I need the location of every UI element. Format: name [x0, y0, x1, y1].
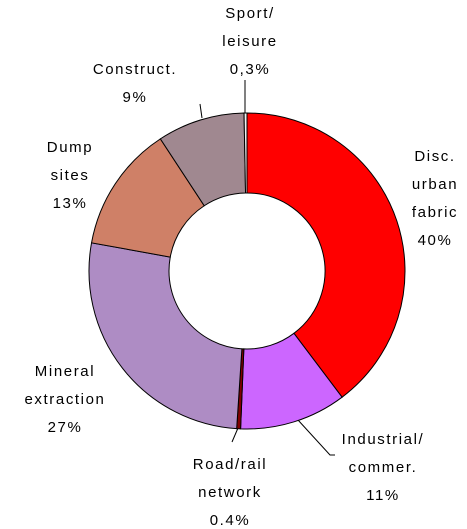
label-line: Construct.: [93, 61, 177, 78]
label-line: urban: [412, 176, 458, 193]
leader-line: [199, 103, 203, 119]
leader-line: [231, 427, 239, 443]
slice-label: Sport/leisure: [222, 5, 277, 50]
slice-label: Construct.: [93, 61, 177, 78]
value-label: 0,3%: [230, 61, 271, 78]
label-line: extraction: [24, 391, 105, 408]
slice-label: Industrial/commer.: [342, 431, 425, 476]
value-label: 9%: [123, 89, 148, 106]
slice-label: Disc. urban fabric: [412, 148, 458, 221]
label-line: commer.: [349, 459, 418, 476]
label-line: Industrial/: [342, 431, 425, 448]
label-line: leisure: [222, 33, 277, 50]
donut-slice: [243, 112, 248, 194]
label-line: Dump: [47, 139, 93, 156]
value-label: 0.4%: [210, 512, 251, 529]
slice-label: Mineral extraction: [24, 363, 105, 408]
label-line: fabric: [412, 204, 458, 221]
value-label: 13%: [53, 195, 88, 212]
value-label: 11%: [366, 487, 400, 504]
label-line: sites: [51, 167, 90, 184]
donut-slice: [246, 112, 406, 398]
slice-label: Road/rail network: [193, 456, 267, 501]
donut-slice: [88, 242, 243, 430]
label-line: Sport/: [225, 5, 275, 22]
label-line: Mineral: [35, 363, 95, 380]
label-line: network: [198, 484, 262, 501]
label-line: Road/rail: [193, 456, 267, 473]
slice-label: Dump sites: [47, 139, 93, 184]
value-label: 40%: [418, 232, 453, 249]
leader-line: [297, 419, 335, 456]
value-label: 27%: [48, 419, 83, 436]
label-line: Disc.: [414, 148, 455, 165]
